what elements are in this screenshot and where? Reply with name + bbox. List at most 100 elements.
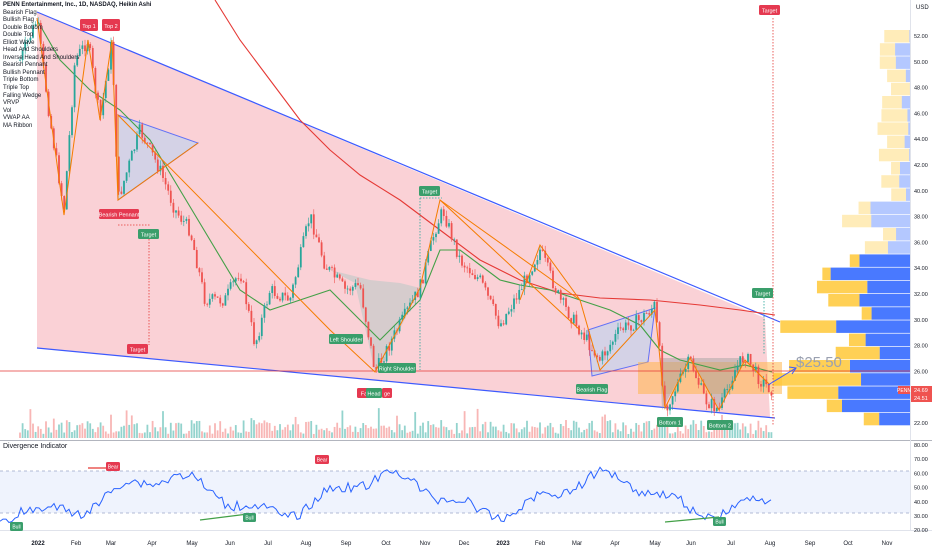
candle-body[interactable] — [266, 304, 268, 306]
label-bearish-pennant[interactable]: Bearish Pennant — [99, 213, 140, 219]
indicator-axis[interactable]: 80.00 70.00 60.00 50.00 40.00 30.00 20.00 — [914, 443, 928, 534]
candle-body[interactable] — [617, 327, 619, 334]
candle-body[interactable] — [630, 325, 632, 331]
candle-body[interactable] — [565, 298, 567, 307]
candle-body[interactable] — [180, 215, 183, 222]
candle-body[interactable] — [596, 355, 599, 357]
candle-body[interactable] — [276, 295, 279, 299]
candle-body[interactable] — [741, 356, 744, 363]
candle-body[interactable] — [643, 313, 645, 323]
candle-body[interactable] — [684, 368, 687, 372]
candle-body[interactable] — [539, 249, 541, 261]
candle-body[interactable] — [658, 322, 661, 346]
label-bottom2[interactable]: Bottom 2 — [709, 424, 731, 430]
candle-body[interactable] — [133, 149, 136, 152]
label-bottom1-bg[interactable] — [657, 417, 683, 427]
candle-body[interactable] — [432, 237, 435, 241]
candle-body[interactable] — [424, 262, 427, 284]
candle-body[interactable] — [695, 371, 697, 379]
rsi-bear1[interactable]: Bear — [108, 465, 119, 471]
candle-body[interactable] — [606, 351, 609, 356]
candle-body[interactable] — [526, 275, 528, 283]
candle-body[interactable] — [500, 323, 502, 327]
candle-body[interactable] — [219, 297, 222, 304]
candle-body[interactable] — [645, 313, 648, 314]
candle-body[interactable] — [510, 309, 513, 312]
candle-body[interactable] — [97, 92, 99, 100]
candle-body[interactable] — [362, 288, 365, 308]
candle-body[interactable] — [29, 37, 32, 41]
candle-body[interactable] — [338, 274, 341, 279]
candle-body[interactable] — [227, 288, 229, 296]
label-left-shoulder-bg[interactable] — [329, 334, 363, 344]
candle-body[interactable] — [279, 298, 281, 301]
legend-item[interactable]: VRVP — [3, 100, 20, 107]
candle-body[interactable] — [299, 247, 302, 268]
candle-body[interactable] — [84, 45, 86, 52]
label-head[interactable]: Head — [367, 392, 380, 398]
candle-body[interactable] — [211, 294, 214, 299]
candle-body[interactable] — [172, 202, 175, 213]
candle-body[interactable] — [650, 308, 653, 315]
candle-body[interactable] — [247, 304, 250, 311]
candle-body[interactable] — [86, 44, 89, 52]
candle-body[interactable] — [112, 41, 115, 85]
candle-body[interactable] — [89, 44, 92, 49]
candle-body[interactable] — [666, 405, 669, 411]
candle-body[interactable] — [349, 288, 352, 291]
candle-body[interactable] — [143, 137, 146, 143]
candle-body[interactable] — [250, 310, 253, 323]
candle-body[interactable] — [461, 255, 463, 266]
legend-item[interactable]: Bearish Flag — [3, 9, 37, 16]
legend-item[interactable]: Vol — [3, 107, 12, 114]
candle-body[interactable] — [21, 50, 24, 60]
candle-body[interactable] — [188, 218, 190, 236]
candle-body[interactable] — [123, 180, 125, 194]
volume-bars[interactable] — [19, 408, 773, 438]
candle-body[interactable] — [507, 311, 510, 314]
rsi-bull2-bg[interactable] — [243, 513, 256, 522]
candle-body[interactable] — [19, 59, 21, 61]
candle-body[interactable] — [120, 191, 123, 194]
legend-item[interactable]: Triple Top — [3, 85, 30, 92]
label-top2[interactable]: Top 2 — [104, 24, 117, 30]
candle-body[interactable] — [271, 286, 274, 294]
candle-body[interactable] — [320, 242, 323, 256]
candle-body[interactable] — [593, 350, 596, 356]
candle-body[interactable] — [328, 266, 331, 270]
candle-body[interactable] — [663, 385, 666, 406]
candle-body[interactable] — [754, 366, 757, 372]
candle-body[interactable] — [39, 22, 42, 44]
candle-body[interactable] — [648, 313, 651, 315]
candle-body[interactable] — [357, 283, 359, 286]
candle-body[interactable] — [474, 275, 476, 280]
candle-body[interactable] — [346, 288, 349, 290]
candle-body[interactable] — [344, 281, 346, 289]
candle-body[interactable] — [216, 296, 219, 298]
candle-body[interactable] — [26, 40, 29, 42]
candle-body[interactable] — [627, 322, 630, 326]
candle-body[interactable] — [559, 290, 562, 300]
candle-body[interactable] — [697, 378, 700, 385]
candle-body[interactable] — [146, 142, 149, 144]
candle-body[interactable] — [388, 346, 391, 351]
label-head-bg[interactable] — [366, 388, 382, 398]
candle-body[interactable] — [185, 218, 188, 221]
candle-body[interactable] — [81, 45, 84, 49]
candle-body[interactable] — [455, 239, 458, 257]
candle-body[interactable] — [453, 239, 456, 241]
label-bearish-flag-bg[interactable] — [576, 384, 608, 394]
candle-body[interactable] — [640, 320, 643, 323]
candle-body[interactable] — [450, 223, 453, 240]
candle-body[interactable] — [128, 160, 131, 173]
candle-body[interactable] — [136, 134, 138, 150]
candle-body[interactable] — [255, 340, 258, 345]
candle-body[interactable] — [585, 334, 588, 340]
candle-body[interactable] — [591, 350, 593, 351]
candle-body[interactable] — [125, 172, 128, 181]
candle-body[interactable] — [167, 184, 170, 191]
wave-zigzag-right[interactable] — [439, 199, 771, 412]
candle-body[interactable] — [721, 397, 723, 408]
candle-body[interactable] — [104, 80, 107, 99]
candle-body[interactable] — [325, 268, 328, 270]
